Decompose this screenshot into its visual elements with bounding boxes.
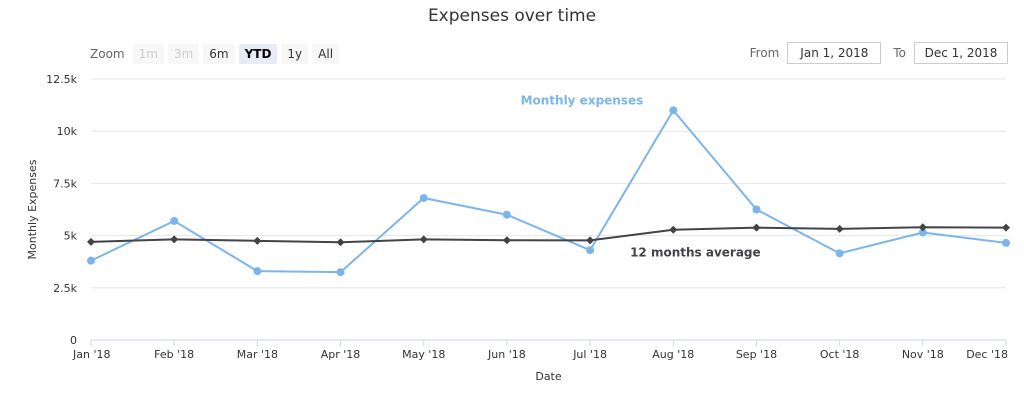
data-point[interactable] bbox=[586, 246, 595, 255]
y-tick-label: 7.5k bbox=[53, 177, 77, 190]
x-tick-label: Aug '18 bbox=[652, 348, 694, 361]
zoom-label: Zoom bbox=[90, 47, 125, 61]
y-axis-ticks: 0 2.5k 5k 7.5k 10k 12.5k bbox=[46, 73, 77, 347]
data-point[interactable] bbox=[419, 194, 428, 203]
from-label: From bbox=[749, 46, 780, 60]
zoom-button-1m[interactable]: 1m bbox=[132, 44, 164, 64]
series-line bbox=[90, 108, 1007, 274]
zoom-bar: Zoom 1m 3m 6m YTD 1y All bbox=[90, 44, 340, 64]
zoom-button-3m[interactable]: 3m bbox=[167, 44, 200, 64]
data-point[interactable] bbox=[502, 236, 511, 245]
x-tick-label: Feb '18 bbox=[154, 348, 194, 361]
x-tick-label: Dec '18 bbox=[966, 348, 1008, 361]
x-tick-label: May '18 bbox=[402, 348, 445, 361]
data-point[interactable] bbox=[502, 210, 511, 219]
x-tick-label: Nov '18 bbox=[902, 348, 944, 361]
data-point[interactable] bbox=[87, 256, 95, 265]
data-point[interactable] bbox=[918, 228, 927, 237]
x-tick-label: Oct '18 bbox=[820, 348, 860, 361]
x-axis-title: Date bbox=[535, 370, 562, 383]
zoom-button-ytd[interactable]: YTD bbox=[238, 44, 278, 64]
series-group bbox=[87, 106, 1010, 277]
y-tick-label: 10k bbox=[57, 125, 78, 138]
to-label: To bbox=[893, 46, 906, 60]
x-tick-label: Jul '18 bbox=[572, 348, 607, 361]
x-axis-ticks: Jan '18 Feb '18 Mar '18 Apr '18 May '18 Jun '… bbox=[72, 340, 1008, 361]
data-point[interactable] bbox=[669, 106, 678, 115]
zoom-button-6m[interactable]: 6m bbox=[203, 44, 235, 64]
zoom-button-all[interactable]: All bbox=[312, 44, 340, 64]
series-line bbox=[90, 226, 1007, 244]
x-tick-label: Jun '18 bbox=[487, 348, 526, 361]
data-point[interactable] bbox=[752, 223, 761, 232]
data-point[interactable] bbox=[835, 249, 844, 258]
series-labels: Monthly expenses 12 months average bbox=[521, 93, 761, 259]
data-point[interactable] bbox=[170, 216, 179, 225]
data-point[interactable] bbox=[253, 267, 262, 276]
y-tick-label: 12.5k bbox=[46, 73, 77, 86]
data-point[interactable] bbox=[586, 236, 595, 245]
data-point[interactable] bbox=[835, 224, 844, 233]
from-date-input[interactable]: Jan 1, 2018 bbox=[787, 42, 882, 64]
x-tick-label: Apr '18 bbox=[321, 348, 361, 361]
data-point[interactable] bbox=[918, 223, 927, 232]
chart-title: Expenses over time bbox=[427, 6, 597, 26]
x-tick-label: Jan '18 bbox=[72, 348, 110, 361]
date-range: From Jan 1, 2018 To Dec 1, 2018 bbox=[750, 42, 1008, 64]
data-point[interactable] bbox=[87, 237, 95, 246]
x-tick-label: Mar '18 bbox=[237, 348, 278, 361]
y-tick-label: 5k bbox=[64, 230, 78, 243]
grid-lines bbox=[91, 78, 1006, 341]
x-tick-label: Sep '18 bbox=[736, 348, 777, 361]
data-point[interactable] bbox=[170, 235, 179, 244]
y-axis-title: Monthly Expenses bbox=[26, 159, 39, 259]
data-point[interactable] bbox=[1002, 223, 1010, 232]
series-label-monthly-expenses: Monthly expenses bbox=[521, 93, 644, 107]
data-point[interactable] bbox=[253, 236, 262, 245]
data-point[interactable] bbox=[336, 268, 345, 277]
y-tick-label: 0 bbox=[70, 334, 77, 347]
data-point[interactable] bbox=[752, 205, 761, 214]
series-label-12-months-average: 12 months average bbox=[630, 245, 761, 259]
data-point[interactable] bbox=[419, 235, 428, 244]
zoom-button-1y[interactable]: 1y bbox=[281, 44, 309, 64]
y-tick-label: 2.5k bbox=[53, 282, 77, 295]
data-point[interactable] bbox=[1002, 238, 1010, 247]
to-date-input[interactable]: Dec 1, 2018 bbox=[914, 42, 1008, 64]
data-point[interactable] bbox=[336, 238, 345, 247]
data-point[interactable] bbox=[669, 225, 678, 234]
